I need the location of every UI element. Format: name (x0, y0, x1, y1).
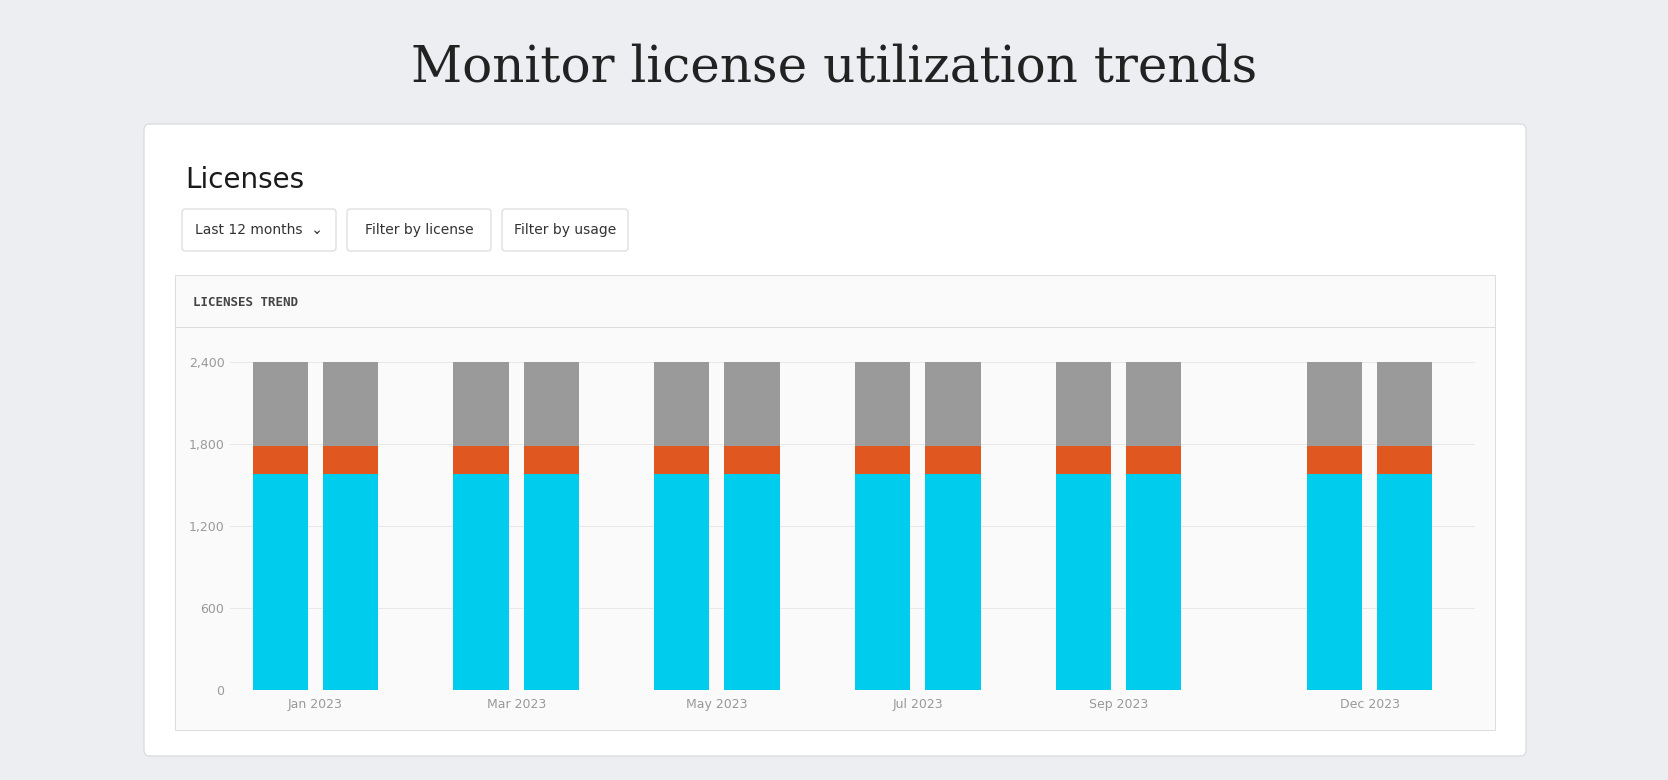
Bar (856, 445, 911, 474)
Text: Licenses: Licenses (185, 166, 304, 194)
Bar (1306, 445, 1363, 474)
Bar (454, 474, 509, 690)
Bar (524, 474, 579, 690)
Bar (454, 363, 509, 445)
Bar (252, 363, 309, 445)
Bar (1378, 363, 1433, 445)
Bar (654, 474, 709, 690)
Bar (524, 445, 579, 474)
FancyBboxPatch shape (182, 209, 335, 251)
Bar (454, 445, 509, 474)
Text: Last 12 months  ⌄: Last 12 months ⌄ (195, 223, 324, 237)
Bar (1056, 363, 1111, 445)
Bar (654, 445, 709, 474)
FancyBboxPatch shape (175, 275, 1495, 730)
Text: Filter by license: Filter by license (365, 223, 474, 237)
Text: Monitor license utilization trends: Monitor license utilization trends (410, 43, 1258, 93)
Bar (724, 474, 779, 690)
Bar (926, 363, 981, 445)
Bar (1126, 474, 1181, 690)
Bar (654, 363, 709, 445)
Bar (1056, 445, 1111, 474)
FancyBboxPatch shape (143, 124, 1526, 756)
Bar (1306, 474, 1363, 690)
Bar (926, 445, 981, 474)
Bar (856, 474, 911, 690)
Bar (1378, 445, 1433, 474)
FancyBboxPatch shape (347, 209, 490, 251)
FancyBboxPatch shape (502, 209, 627, 251)
Bar (324, 474, 379, 690)
Bar (324, 445, 379, 474)
Bar (252, 474, 309, 690)
Bar (1126, 445, 1181, 474)
Bar (1378, 474, 1433, 690)
Bar (1126, 363, 1181, 445)
Bar (252, 445, 309, 474)
Bar (524, 363, 579, 445)
Text: Filter by usage: Filter by usage (514, 223, 615, 237)
Bar (1306, 363, 1363, 445)
Bar (324, 363, 379, 445)
Bar (724, 363, 779, 445)
Text: LICENSES TREND: LICENSES TREND (193, 296, 299, 310)
Bar (724, 445, 779, 474)
Bar (1056, 474, 1111, 690)
Bar (926, 474, 981, 690)
Bar (856, 363, 911, 445)
